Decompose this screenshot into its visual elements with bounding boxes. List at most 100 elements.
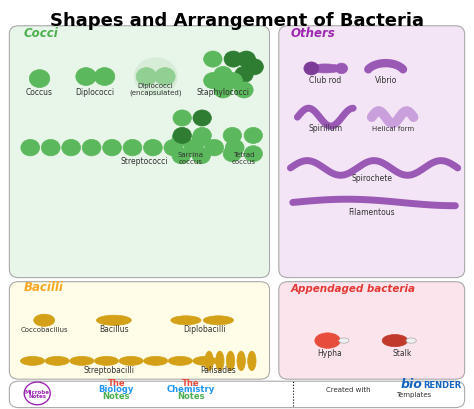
Ellipse shape	[226, 351, 235, 371]
Text: Helical form: Helical form	[372, 126, 414, 132]
Text: Biology: Biology	[99, 385, 134, 394]
Text: Staphylococci: Staphylococci	[197, 88, 250, 97]
Text: Stalk: Stalk	[392, 348, 411, 357]
Circle shape	[134, 58, 177, 95]
Circle shape	[172, 148, 191, 164]
Circle shape	[214, 82, 232, 98]
Text: Diplobacilli: Diplobacilli	[183, 326, 226, 335]
Text: Diplococci: Diplococci	[76, 88, 115, 97]
Text: Coccus: Coccus	[26, 88, 53, 97]
Text: Bacilli: Bacilli	[23, 281, 63, 294]
Circle shape	[173, 127, 191, 144]
Text: Created with: Created with	[326, 387, 371, 393]
Text: Notes: Notes	[177, 392, 204, 401]
Ellipse shape	[193, 356, 217, 365]
Circle shape	[164, 139, 183, 156]
FancyBboxPatch shape	[9, 26, 270, 278]
FancyBboxPatch shape	[279, 282, 465, 379]
Text: Vibrio: Vibrio	[374, 76, 397, 85]
Circle shape	[192, 148, 210, 164]
Circle shape	[223, 127, 242, 144]
Ellipse shape	[168, 356, 192, 365]
Circle shape	[21, 139, 40, 156]
Text: Appendaged bacteria: Appendaged bacteria	[291, 284, 415, 294]
Text: bio: bio	[400, 378, 422, 391]
FancyBboxPatch shape	[9, 381, 465, 408]
Text: Notes: Notes	[102, 392, 130, 401]
Circle shape	[204, 72, 222, 89]
Circle shape	[193, 127, 211, 144]
Text: Microbe: Microbe	[25, 390, 50, 395]
Text: The: The	[182, 380, 200, 389]
Circle shape	[224, 51, 243, 67]
Ellipse shape	[339, 338, 349, 343]
Circle shape	[205, 139, 224, 156]
Circle shape	[192, 130, 210, 146]
Text: Sarcina
coccus: Sarcina coccus	[178, 152, 203, 165]
Circle shape	[244, 146, 263, 162]
Circle shape	[235, 67, 253, 83]
Text: RENDER: RENDER	[423, 381, 461, 390]
Ellipse shape	[315, 333, 340, 348]
Circle shape	[62, 139, 81, 156]
Ellipse shape	[144, 356, 168, 365]
Circle shape	[173, 110, 191, 126]
Text: The: The	[108, 380, 125, 389]
Text: Diplococci
(encapsulated): Diplococci (encapsulated)	[129, 83, 182, 97]
Ellipse shape	[20, 356, 45, 365]
Text: Shapes and Arrangement of Bacteria: Shapes and Arrangement of Bacteria	[50, 11, 424, 29]
Text: Chemistry: Chemistry	[166, 385, 215, 394]
Ellipse shape	[203, 316, 234, 325]
Circle shape	[123, 139, 142, 156]
Text: Spirochete: Spirochete	[351, 174, 392, 183]
Ellipse shape	[34, 314, 55, 326]
Circle shape	[82, 139, 101, 156]
Ellipse shape	[382, 335, 408, 347]
Circle shape	[224, 72, 243, 89]
Text: Spirillum: Spirillum	[308, 124, 342, 133]
Circle shape	[94, 67, 115, 85]
Text: Palisades: Palisades	[201, 366, 237, 375]
Circle shape	[304, 62, 319, 75]
Circle shape	[144, 139, 162, 156]
Text: Club rod: Club rod	[309, 76, 341, 85]
Circle shape	[225, 139, 244, 156]
Text: Streptobacilli: Streptobacilli	[84, 366, 135, 375]
Circle shape	[103, 139, 121, 156]
Circle shape	[172, 130, 191, 146]
Ellipse shape	[70, 356, 94, 365]
Text: Hypha: Hypha	[318, 348, 342, 357]
Ellipse shape	[45, 356, 69, 365]
Text: Tetrad
coccus: Tetrad coccus	[232, 152, 256, 165]
Text: Cocci: Cocci	[23, 27, 58, 40]
Ellipse shape	[171, 316, 201, 325]
Ellipse shape	[308, 64, 343, 73]
Ellipse shape	[97, 315, 131, 325]
Circle shape	[204, 51, 222, 67]
Text: Others: Others	[291, 27, 335, 40]
Circle shape	[223, 146, 242, 162]
Text: Bacillus: Bacillus	[99, 326, 129, 335]
Ellipse shape	[406, 338, 416, 343]
Circle shape	[336, 63, 347, 74]
Circle shape	[235, 82, 253, 98]
Text: Notes: Notes	[28, 394, 46, 399]
Text: Filamentous: Filamentous	[348, 208, 395, 217]
Circle shape	[29, 70, 50, 88]
FancyBboxPatch shape	[279, 26, 465, 278]
Circle shape	[76, 67, 96, 85]
Circle shape	[237, 51, 255, 67]
Circle shape	[193, 110, 211, 126]
Text: Coccobacillus: Coccobacillus	[20, 328, 68, 333]
Ellipse shape	[94, 356, 118, 365]
Circle shape	[41, 139, 60, 156]
Ellipse shape	[237, 351, 246, 371]
Text: Streptococci: Streptococci	[120, 157, 168, 166]
Circle shape	[214, 67, 232, 83]
Circle shape	[24, 382, 50, 405]
Ellipse shape	[119, 356, 143, 365]
Ellipse shape	[248, 351, 256, 371]
Circle shape	[244, 127, 263, 144]
Circle shape	[245, 59, 264, 75]
Ellipse shape	[216, 351, 224, 371]
